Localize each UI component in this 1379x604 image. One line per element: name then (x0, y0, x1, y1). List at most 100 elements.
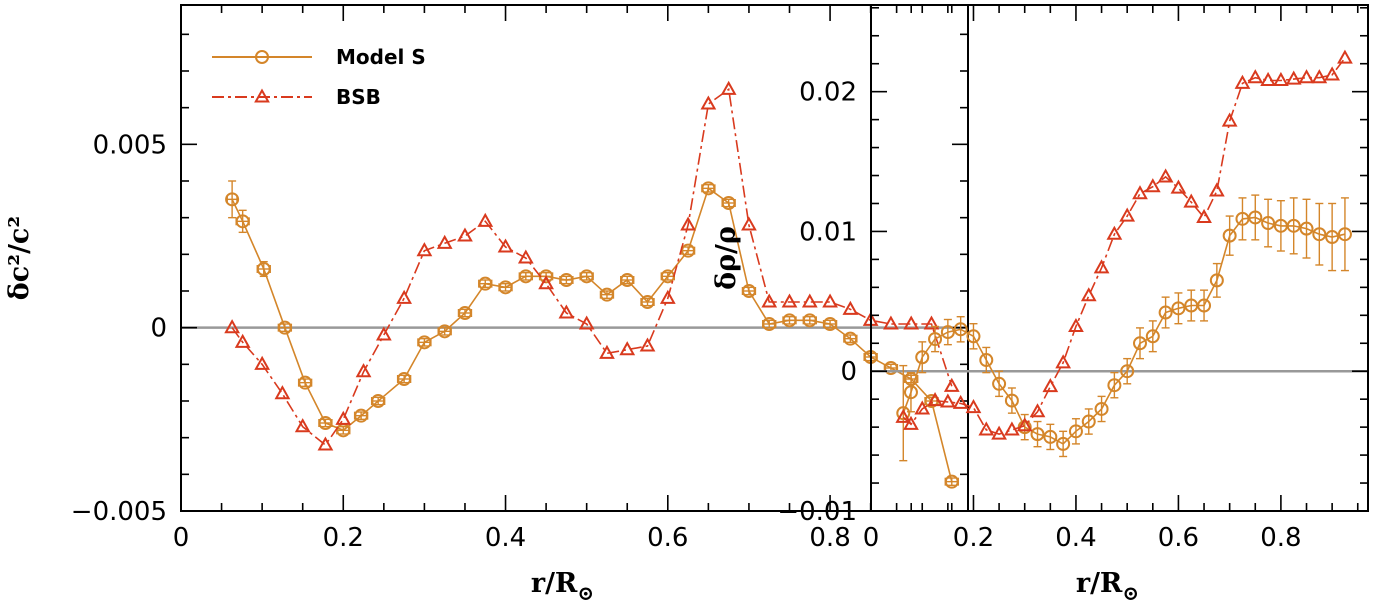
data-point (579, 269, 594, 284)
data-point (1068, 317, 1084, 333)
data-point (903, 385, 918, 400)
data-point (1004, 393, 1019, 408)
data-point (317, 436, 334, 451)
data-point (538, 275, 554, 290)
data-point (498, 280, 513, 295)
data-point (1311, 69, 1328, 84)
data-point (1043, 429, 1058, 444)
data-point (294, 418, 311, 433)
x-tick-label: 0.6 (647, 523, 688, 553)
data-point (1145, 329, 1160, 344)
data-point (256, 262, 271, 276)
x-tick-label: 0.2 (323, 523, 364, 553)
data-point (1325, 230, 1340, 245)
data-point (518, 269, 533, 284)
data-point (225, 192, 240, 207)
data-point (558, 304, 575, 319)
series-bsb (895, 49, 1353, 440)
series-bsb (224, 80, 960, 451)
data-point (254, 355, 271, 370)
data-point (991, 425, 1007, 440)
series-model-s (896, 194, 1352, 462)
data-point (1197, 298, 1212, 313)
data-point (639, 337, 656, 352)
data-point (559, 273, 574, 287)
data-point (1170, 179, 1187, 194)
data-point (720, 80, 737, 95)
data-point (1337, 49, 1353, 64)
data-point (354, 408, 369, 423)
plot-frame (870, 4, 1369, 512)
x-axis-label: r/R⊙ (531, 568, 594, 604)
data-point (883, 361, 898, 375)
data-point (1056, 436, 1071, 451)
data-point (517, 249, 534, 264)
y-tick-label: 0 (150, 314, 167, 344)
data-point (274, 385, 291, 400)
x-tick-label: 0.4 (485, 523, 526, 553)
data-point (619, 341, 636, 356)
data-point (761, 293, 778, 308)
data-point (992, 376, 1007, 391)
panel-sound-speed: 0 0.2 0.4 0.6 0.8−0.00500.005r/R⊙δc²/c²Model… (4, 4, 969, 604)
data-point (914, 400, 931, 415)
data-point (396, 289, 412, 304)
data-point (1298, 69, 1315, 84)
x-axis-label-sub: ⊙ (1122, 581, 1139, 604)
data-point (966, 329, 981, 344)
data-point (842, 300, 859, 315)
data-point (741, 284, 756, 298)
data-point (1081, 414, 1096, 429)
data-point (1094, 401, 1109, 416)
data-point (895, 408, 912, 423)
data-point (701, 181, 716, 196)
x-axis-label: r/R⊙ (1076, 568, 1139, 604)
x-tick-label: 0 (863, 523, 880, 553)
data-point (375, 326, 392, 341)
x-axis-label-main: r/R (1076, 568, 1123, 599)
series-line (902, 216, 1346, 445)
data-point (822, 293, 838, 308)
data-point (1260, 71, 1276, 87)
data-point (823, 317, 838, 331)
data-point (903, 415, 919, 430)
data-point (355, 363, 372, 378)
data-point (1029, 403, 1046, 418)
data-point (978, 421, 995, 436)
data-point (640, 295, 655, 309)
data-point (417, 335, 432, 350)
data-point (915, 350, 930, 365)
x-tick-label: 0 (173, 523, 190, 553)
data-point (1120, 364, 1135, 379)
data-point (599, 287, 614, 302)
data-point (397, 372, 412, 386)
data-point (659, 289, 676, 304)
data-point (923, 315, 940, 330)
x-axis-label-main: r/R (531, 568, 578, 599)
data-point (1196, 208, 1212, 224)
data-point (1247, 69, 1264, 84)
data-point (1107, 378, 1122, 393)
x-tick-label: 0.8 (809, 523, 850, 553)
data-point (762, 317, 777, 331)
data-point (940, 325, 955, 340)
data-point (1171, 301, 1186, 316)
data-point (1016, 417, 1033, 432)
y-tick-label: 0.005 (93, 130, 167, 160)
data-point (224, 319, 240, 334)
data-point (1106, 225, 1123, 240)
y-tick-label: 0.02 (799, 78, 857, 108)
data-point (599, 344, 615, 359)
data-point (235, 214, 250, 229)
data-point (1093, 259, 1110, 274)
data-point (680, 216, 696, 231)
data-point (335, 410, 352, 425)
series-line (231, 187, 953, 482)
data-point (277, 320, 292, 335)
data-point (1273, 71, 1289, 87)
data-point (1337, 227, 1352, 242)
series-line (231, 87, 953, 447)
data-point (436, 234, 453, 249)
data-point (1030, 427, 1045, 442)
